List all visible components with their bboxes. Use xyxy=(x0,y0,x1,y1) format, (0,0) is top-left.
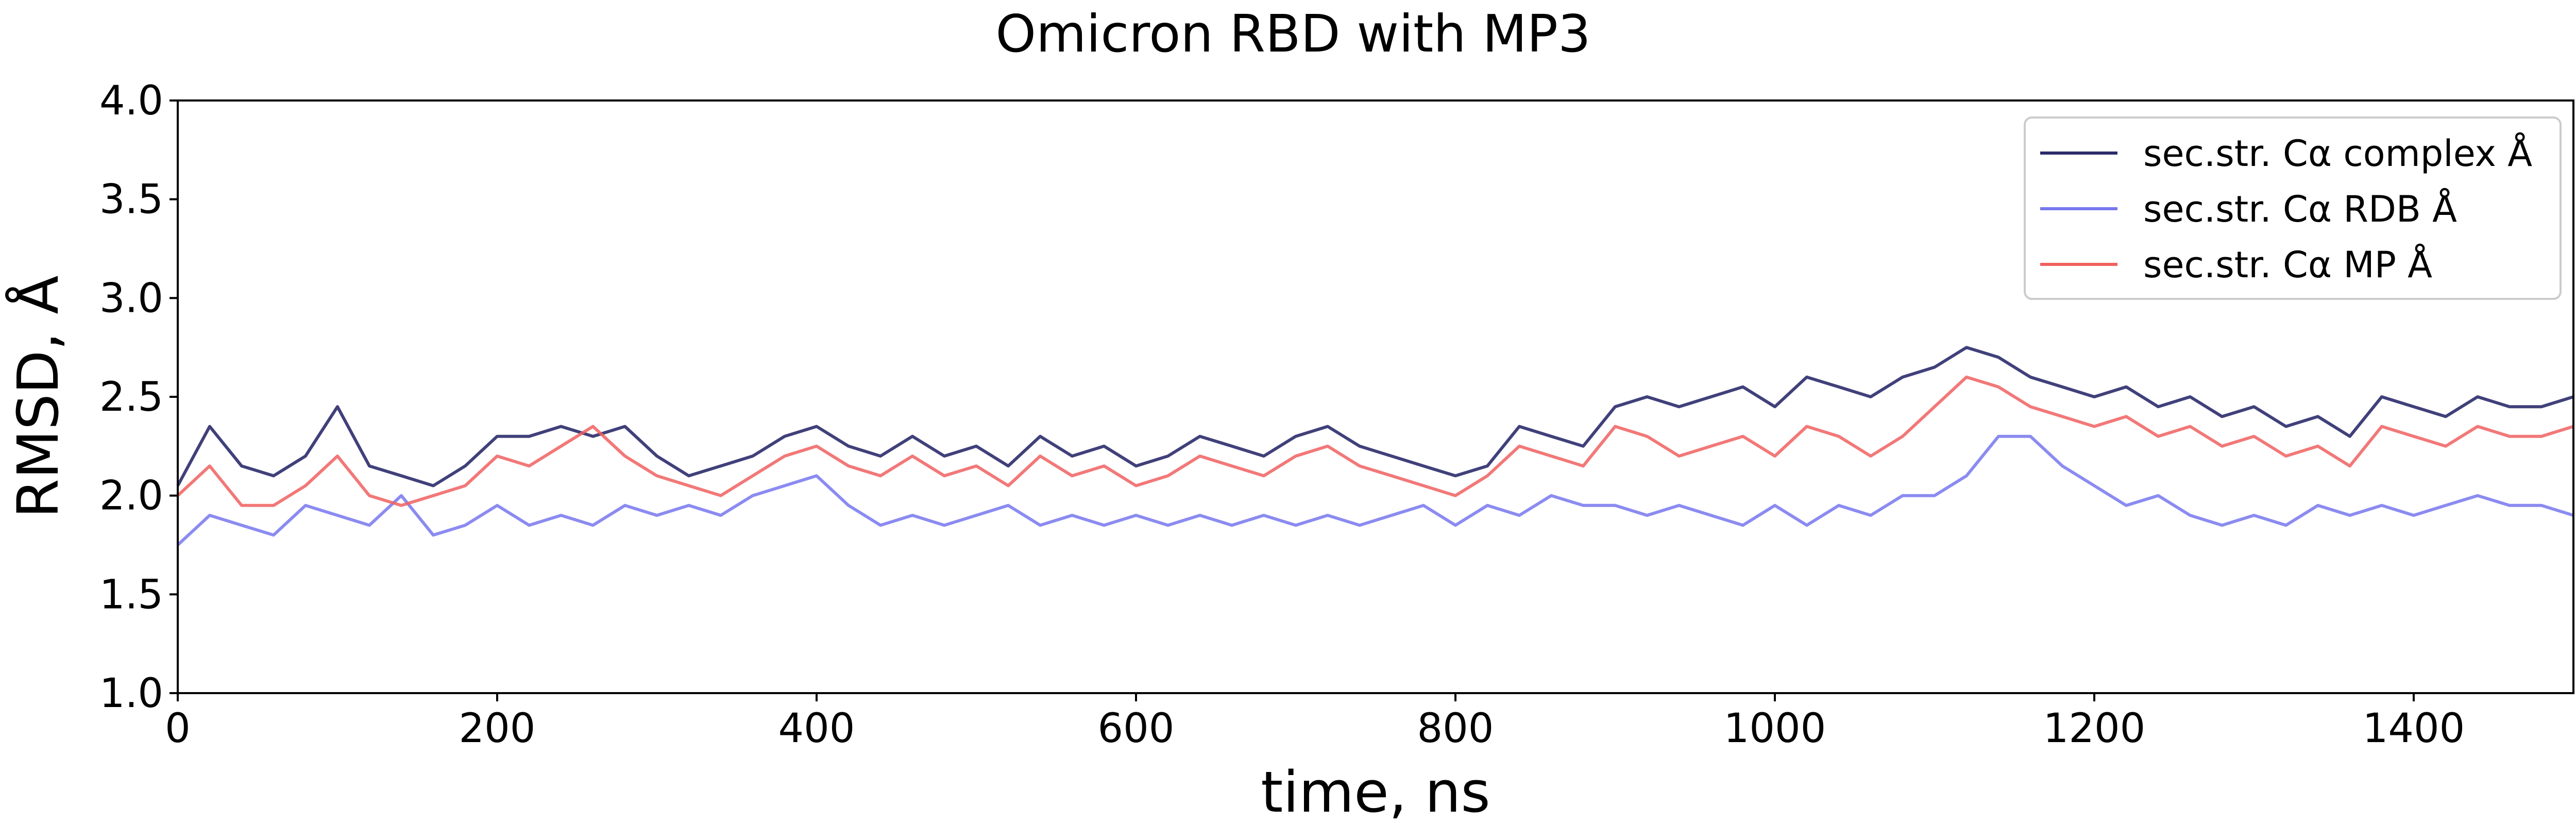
y-axis-label: RMSD, Å xyxy=(5,275,71,518)
x-tick-label: 0 xyxy=(165,705,191,752)
y-axis-ticks: 1.0 1.5 2.0 2.5 3.0 3.5 4.0 xyxy=(99,78,178,717)
y-tick-label: 2.5 xyxy=(99,374,163,421)
y-tick-label: 1.5 xyxy=(99,572,163,618)
legend-label-rdb: sec.str. Cα RDB Å xyxy=(2143,188,2457,230)
chart-legend: sec.str. Cα complex Å sec.str. Cα RDB Å … xyxy=(2024,116,2562,300)
legend-label-complex: sec.str. Cα complex Å xyxy=(2143,132,2532,175)
legend-label-mp: sec.str. Cα MP Å xyxy=(2143,244,2432,286)
legend-box xyxy=(2024,116,2562,300)
y-tick-label: 1.0 xyxy=(99,670,163,717)
y-tick-label: 3.0 xyxy=(99,275,163,322)
series-line-2 xyxy=(176,375,2574,507)
x-tick-label: 400 xyxy=(778,705,855,752)
x-axis-ticks: 0 200 400 600 800 1000 1200 1400 xyxy=(165,693,2465,752)
x-tick-label: 1000 xyxy=(1724,705,1826,752)
y-tick-label: 3.5 xyxy=(99,177,163,223)
chart-title: Omicron RBD with MP3 xyxy=(995,4,1590,64)
series-line-1 xyxy=(176,434,2574,546)
y-tick-label: 2.0 xyxy=(99,473,163,519)
x-tick-label: 1200 xyxy=(2043,705,2146,752)
series-layer xyxy=(176,346,2574,546)
x-tick-label: 800 xyxy=(1417,705,1494,752)
x-tick-label: 200 xyxy=(459,705,536,752)
series-line-0 xyxy=(176,346,2574,488)
x-tick-label: 1400 xyxy=(2363,705,2465,752)
y-tick-label: 4.0 xyxy=(99,78,163,124)
x-tick-label: 600 xyxy=(1098,705,1175,752)
x-axis-label: time, ns xyxy=(1261,759,1490,825)
